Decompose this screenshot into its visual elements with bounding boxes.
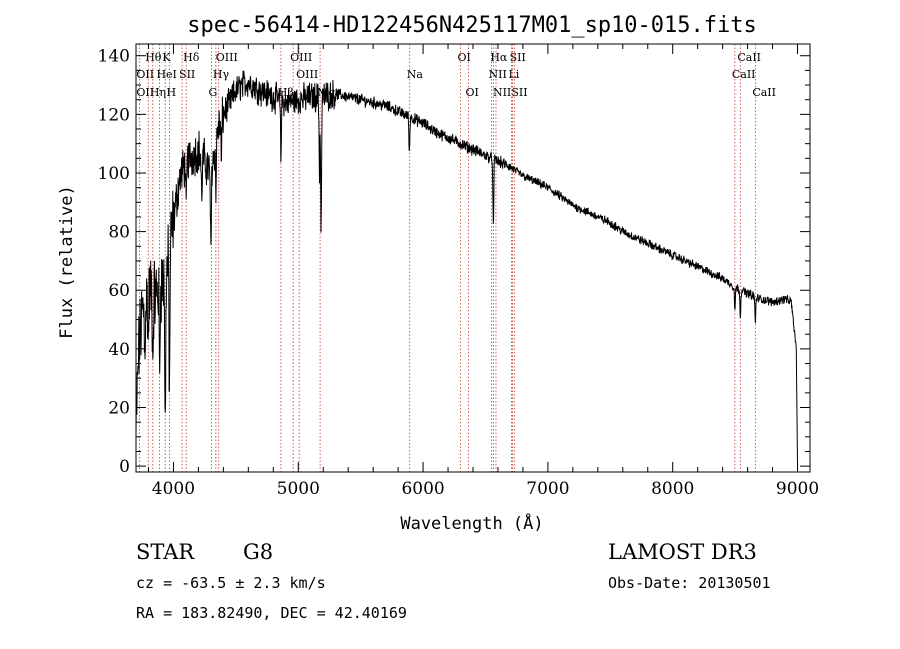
line-annotation: Hγ [213, 68, 230, 81]
line-annotation: OIII [296, 68, 318, 81]
line-annotation: Na [407, 68, 424, 81]
line-annotation: Hδ [183, 51, 200, 64]
y-tick-label: 20 [108, 399, 130, 419]
y-tick-label: 60 [108, 281, 130, 301]
x-tick-label: 4000 [152, 479, 195, 499]
x-tick-label: 5000 [277, 479, 320, 499]
line-annotation: SII [511, 86, 527, 99]
y-tick-label: 0 [119, 457, 130, 477]
line-annotation: OII [136, 86, 154, 99]
x-tick-label: 8000 [651, 479, 694, 499]
object-subclass: G8 [243, 540, 273, 564]
line-annotation: OI [458, 51, 471, 64]
y-axis-label: Flux (relative) [57, 185, 77, 339]
x-axis-label: Wavelength (Å) [400, 512, 543, 534]
coordinates-text: RA = 183.82490, DEC = 42.40169 [136, 604, 407, 622]
line-annotation: SII [510, 51, 526, 64]
line-annotation: Hθ [145, 51, 162, 64]
y-tick-label: 120 [98, 105, 130, 125]
line-annotation: CaII [732, 68, 756, 81]
line-marker-layer [138, 44, 756, 472]
chart-title: spec-56414-HD122456N425117M01_sp10-015.f… [187, 13, 757, 38]
survey-name: LAMOST DR3 [608, 540, 757, 564]
spectrum-line [135, 70, 798, 465]
x-tick-label: 7000 [526, 479, 569, 499]
line-annotation: K [162, 51, 171, 64]
line-annotation: CaII [752, 86, 776, 99]
x-tick-label: 9000 [776, 479, 819, 499]
plot-frame [135, 43, 811, 473]
line-annotation: H [166, 86, 176, 99]
y-tick-label: 100 [98, 164, 130, 184]
line-annotation: Hη [150, 86, 166, 99]
y-tick-label: 140 [98, 47, 130, 67]
line-annotation: Li [508, 68, 519, 81]
line-annotation: Hα [490, 51, 508, 64]
line-annotation: SII [179, 68, 195, 81]
y-tick-label: 40 [108, 340, 130, 360]
line-annotation: G [209, 86, 218, 99]
line-annotation: OIII [290, 51, 312, 64]
x-tick-label: 6000 [401, 479, 444, 499]
line-annotation: HeI [156, 68, 176, 81]
tick-layer: 4000 5000 6000 7000 8000 9000 0 20 40 60 80 100 120 1… [98, 44, 819, 499]
line-annotation: NII [493, 86, 511, 99]
object-class: STAR [136, 540, 195, 564]
line-annotation: OI [466, 86, 479, 99]
redshift-text: cz = -63.5 ± 2.3 km/s [136, 574, 326, 592]
line-annotation: OII [136, 68, 154, 81]
line-annotation: OIII [216, 51, 238, 64]
line-annotation: NII [488, 68, 506, 81]
obs-date-text: Obs-Date: 20130501 [608, 574, 771, 592]
y-tick-label: 80 [108, 223, 130, 243]
line-annotation: CaII [737, 51, 761, 64]
